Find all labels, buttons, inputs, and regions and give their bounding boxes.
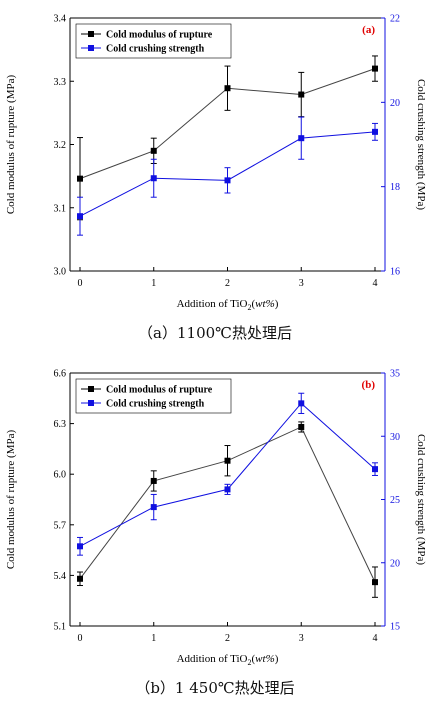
left-y-tick-label: 3.0 [54,267,67,278]
data-point-marker [372,466,378,473]
data-point-marker [224,457,231,464]
x-axis-title-paren-open: ( [252,298,256,310]
legend-box [75,378,232,414]
left-y-tick-label: 3.4 [54,14,67,25]
left-y-axis-title: Cold modulus of rupture (MPa) [5,75,17,215]
data-point-marker [298,135,305,142]
x-axis-title-main: Addition of TiO [177,653,248,665]
panel-label: (b) [362,379,376,391]
data-point-marker [77,213,83,220]
x-tick-label: 4 [373,278,378,289]
x-axis-title-main: Addition of TiO [177,298,248,310]
x-tick-label: 1 [151,278,156,289]
x-axis-title: Addition of TiO2(wt%) [177,298,279,312]
legend-box [75,23,232,59]
left-y-tick-label: 3.3 [54,77,67,88]
x-axis-title-subscript: 2 [248,303,252,312]
data-point-marker [150,147,157,154]
left-y-tick-label: 3.2 [54,140,67,151]
legend-label: Cold modulus of rupture [106,30,213,41]
left-y-tick-label: 5.7 [54,520,67,531]
left-y-axis-title: Cold modulus of rupture (MPa) [5,430,17,570]
chart-b-svg: 0 1 2 3 4 5.1 5.4 5.7 6.0 6.3 6.6 15 20 25 30 35 Cold mo… [5,369,427,668]
chart-a-svg: 0 1 2 3 4 3.0 3.1 3.2 3.3 3.4 16 18 20 22 Cold modulus… [5,14,427,313]
right-y-tick-label: 20 [390,98,400,109]
right-y-tick-label: 35 [390,369,400,380]
data-point-marker [372,65,378,72]
data-point-marker [150,477,157,484]
x-axis-title-paren-close: ) [275,298,279,310]
chart-panel-b: 0 1 2 3 4 5.1 5.4 5.7 6.0 6.3 6.6 15 20 25 30 35 Cold mo… [0,355,430,711]
legend-marker [88,400,94,406]
data-point-marker [224,486,231,493]
data-point-marker [224,177,231,184]
x-tick-label: 2 [225,278,230,289]
data-point-marker [298,423,305,430]
left-y-tick-label: 5.1 [54,622,67,633]
x-axis-title-paren-close: ) [275,653,279,665]
caption-a: （a）1100℃热处理后 [138,324,292,342]
right-y-axis-title: Cold crushing strength (MPa) [415,79,427,210]
data-point-marker [150,175,157,182]
x-axis-title-paren-open: ( [252,653,256,665]
right-y-tick-label: 25 [390,495,400,506]
legend-label: Cold crushing strength [106,44,205,55]
x-axis-title-subscript: 2 [248,658,252,667]
legend-label: Cold modulus of rupture [106,385,213,396]
right-y-axis-title: Cold crushing strength (MPa) [415,434,427,565]
left-y-tick-label: 3.1 [54,203,67,214]
data-point-marker [77,575,83,582]
right-y-tick-label: 18 [390,182,400,193]
data-point-marker [224,85,231,92]
left-y-tick-label: 6.3 [54,419,67,430]
right-y-tick-label: 30 [390,432,400,443]
legend-marker [88,386,94,392]
x-axis-title: Addition of TiO2(wt%) [177,653,279,667]
data-point-marker [372,579,378,586]
left-y-tick-label: 5.4 [54,571,67,582]
left-y-tick-label: 6.6 [54,369,67,380]
data-point-marker [298,400,305,407]
chart-panel-a: 0 1 2 3 4 3.0 3.1 3.2 3.3 3.4 16 18 20 22 Cold modulus… [0,0,430,355]
data-point-marker [298,91,305,98]
right-y-tick-label: 15 [390,622,400,633]
left-y-tick-label: 6.0 [54,470,67,481]
x-tick-label: 4 [373,633,378,644]
x-tick-label: 0 [78,633,83,644]
x-axis-title-unit: wt% [255,298,275,310]
data-point-marker [77,175,83,182]
x-tick-label: 3 [299,278,304,289]
right-y-tick-label: 22 [390,14,400,25]
x-tick-label: 3 [299,633,304,644]
data-point-marker [150,504,157,511]
legend-label: Cold crushing strength [106,399,205,410]
x-tick-label: 2 [225,633,230,644]
legend-marker [88,31,94,37]
data-point-marker [77,543,83,550]
right-y-tick-label: 16 [390,267,400,278]
panel-label: (a) [362,24,375,36]
x-axis-title-unit: wt% [255,653,275,665]
x-tick-label: 1 [151,633,156,644]
right-y-tick-label: 20 [390,558,400,569]
data-point-marker [372,128,378,135]
legend-marker [88,45,94,51]
x-tick-label: 0 [78,278,83,289]
caption-b: （b）1 450℃热处理后 [135,679,295,697]
